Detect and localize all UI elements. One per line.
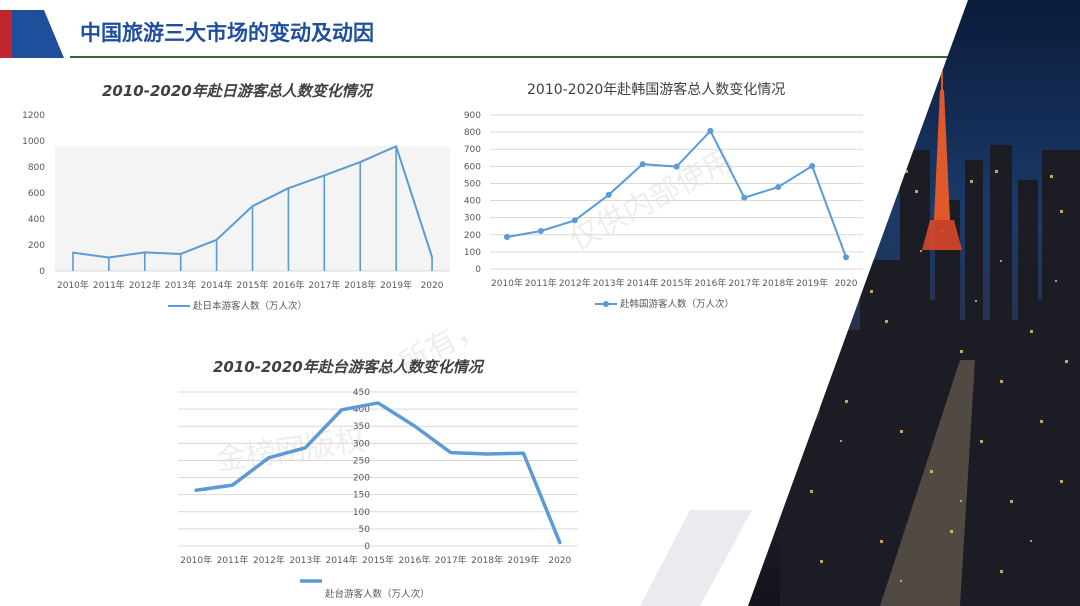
y-tick-label: 250 [353,456,370,466]
y-tick-label: 300 [464,214,481,224]
x-tick-label: 2012年 [129,279,161,291]
data-point [843,254,850,261]
data-point [503,234,510,241]
x-tick-label: 2019年 [380,279,412,291]
x-tick-label: 2015年 [237,279,269,291]
y-tick-label: 1200 [22,111,45,121]
x-tick-label: 2017年 [308,279,340,291]
y-tick-label: 150 [353,491,370,501]
x-tick-label: 2013年 [165,279,197,291]
data-point [741,194,748,201]
y-tick-label: 100 [464,248,481,258]
legend-label: 赴台游客人数（万人次） [325,588,430,600]
x-tick-label: 2010年 [57,279,89,291]
x-tick-label: 2011年 [525,277,557,289]
japan-visitors-chart: 0 200 400 600 800 1000 1200 2010年 2011年 2012年 2013… [22,111,450,312]
japan-chart-title: 2010-2020年赴日游客总人数变化情况 [102,82,372,100]
legend-marker [603,301,609,307]
x-tick-label: 2016年 [398,554,430,566]
x-tick-label: 2019年 [508,554,540,566]
x-tick-label: 2013年 [289,554,321,566]
x-tick-label: 2010年 [180,554,212,566]
y-tick-label: 0 [364,542,370,552]
y-tick-label: 200 [464,231,481,241]
y-tick-label: 300 [353,439,370,449]
y-tick-label: 0 [39,267,45,277]
y-tick-label: 600 [464,162,481,172]
y-tick-label: 800 [464,128,481,138]
x-tick-label: 2012年 [253,554,285,566]
x-tick-label: 2011年 [217,554,249,566]
x-tick-label: 2016年 [272,279,304,291]
x-tick-label: 2013年 [593,277,625,289]
x-tick-label: 2014年 [627,277,659,289]
data-point [775,184,782,191]
y-tick-label: 600 [28,189,45,199]
series-line [71,145,434,259]
legend-label: 赴韩国游客人数（万人次） [620,298,734,310]
data-point [571,217,578,224]
x-tick-label: 2016年 [694,277,726,289]
y-tick-label: 900 [464,111,481,121]
header-rule [70,56,950,58]
y-tick-label: 350 [353,422,370,432]
data-point [673,163,680,170]
y-tick-label: 100 [353,508,370,518]
korea-chart-title: 2010-2020年赴韩国游客总人数变化情况 [527,82,786,98]
y-tick-label: 800 [28,163,45,173]
y-tick-label: 200 [353,474,370,484]
decorative-stripe [640,510,752,606]
page-title: 中国旅游三大市场的变动及动因 [80,21,374,45]
y-tick-label: 400 [464,197,481,207]
y-tick-label: 400 [28,215,45,225]
data-point [639,161,646,168]
y-tick-label: 200 [28,241,45,251]
series-line [505,129,848,259]
y-tick-label: 1000 [22,137,45,147]
series-line [194,401,562,545]
x-tick-label: 2017年 [728,277,760,289]
x-tick-label: 2017年 [435,554,467,566]
data-point [809,162,816,169]
data-point [605,191,612,198]
y-tick-label: 400 [353,405,370,415]
x-tick-label: 2020 [835,279,858,289]
y-tick-label: 450 [353,388,370,398]
x-tick-label: 2018年 [344,279,376,291]
x-tick-label: 2014年 [326,554,358,566]
taiwan-chart-title: 2010-2020年赴台游客总人数变化情况 [213,358,483,376]
x-tick-label: 2020 [421,281,444,291]
y-tick-label: 50 [359,525,371,535]
x-tick-label: 2014年 [201,279,233,291]
x-tick-label: 2020 [548,556,571,566]
x-tick-label: 2018年 [471,554,503,566]
header-accent-shape [0,10,64,58]
data-point [537,228,544,235]
y-tick-label: 0 [475,265,481,275]
taiwan-visitors-chart: 0 50 100 150 200 250 300 350 400 450 2010年 2011年 201… [178,388,578,600]
x-tick-label: 2015年 [661,277,693,289]
x-tick-label: 2019年 [796,277,828,289]
y-tick-label: 700 [464,145,481,155]
x-tick-label: 2015年 [362,554,394,566]
y-tick-label: 500 [464,179,481,189]
legend-label: 赴日本游客人数（万人次） [193,300,307,312]
data-point [707,127,714,134]
x-tick-label: 2010年 [491,277,523,289]
x-tick-label: 2011年 [93,279,125,291]
x-tick-label: 2018年 [762,277,794,289]
x-tick-label: 2012年 [559,277,591,289]
